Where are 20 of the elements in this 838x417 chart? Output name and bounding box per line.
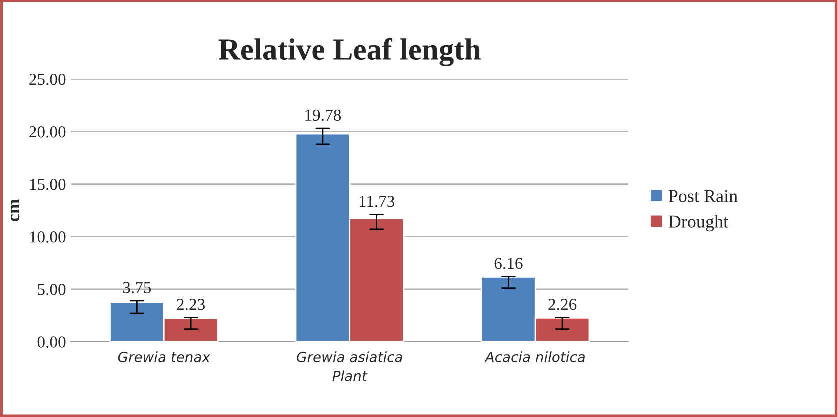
data-label: 6.16 [494,258,523,270]
y-tick-label: 0.00 [38,336,66,348]
y-tick-label: 20.00 [30,126,66,138]
x-tick-label: Grewia tenax [118,352,211,362]
y-tick-label: 25.00 [30,74,66,86]
y-axis-title: cm [10,199,20,222]
data-label: 2.23 [177,299,205,310]
data-label: 3.75 [123,282,152,294]
y-tick-label: 10.00 [30,232,66,243]
y-tick-label: 5.00 [38,284,66,296]
data-label: 11.73 [360,196,395,208]
x-tick-label: Acacia nilotica [484,352,585,362]
y-tick-label: 15.00 [30,179,66,190]
legend-label: Post Rain [668,190,738,202]
chart-title: Relative Leaf length [218,38,481,67]
data-label: 2.26 [548,299,577,310]
legend-label: Drought [668,215,728,232]
data-label: 19.78 [306,110,342,122]
x-tick-label: Grewia asiatica [297,352,402,362]
x-axis-title: Plant [332,370,368,382]
